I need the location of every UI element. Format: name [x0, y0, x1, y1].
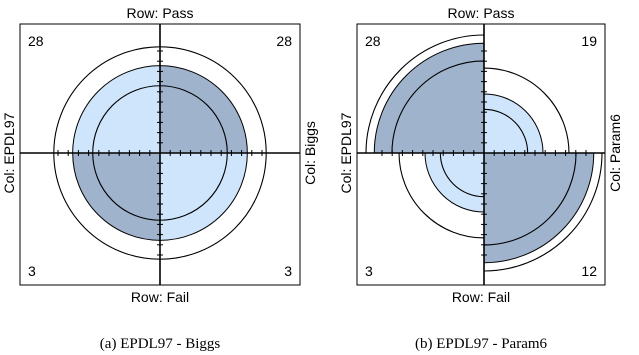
row-bottom-label: Row: Fail [131, 289, 189, 305]
col-right-label: Col: Param6 [607, 114, 623, 192]
cell-count-bottom-left: 3 [365, 263, 373, 279]
cell-count-top-right: 28 [276, 33, 292, 49]
cell-count-top-left: 28 [365, 33, 381, 49]
confidence-ring-bottom-right-1 [159, 152, 228, 221]
cell-count-bottom-right: 3 [284, 263, 292, 279]
confidence-ring-top-right-0 [483, 67, 570, 154]
sector-top-right [483, 93, 544, 154]
cell-count-top-right: 19 [581, 33, 597, 49]
confidence-ring-bottom-left-0 [398, 152, 485, 239]
confidence-ring-top-left-0 [53, 46, 161, 154]
panel-caption: (a) EPDL97 - Biggs [100, 336, 221, 352]
col-left-label: Col: EPDL97 [1, 112, 17, 193]
row-bottom-label: Row: Fail [452, 289, 510, 305]
confidence-ring-top-right-0 [159, 46, 267, 154]
confidence-ring-bottom-right-0 [483, 152, 603, 272]
confidence-ring-bottom-left-0 [53, 152, 161, 260]
confidence-ring-top-right-1 [159, 85, 228, 154]
cell-count-bottom-left: 3 [28, 263, 36, 279]
confidence-ring-top-left-1 [391, 60, 485, 154]
sector-top-left [373, 42, 485, 154]
row-top-label: Row: Pass [127, 5, 194, 21]
row-top-label: Row: Pass [448, 5, 515, 21]
confidence-ring-bottom-right-0 [159, 152, 267, 260]
sector-top-left [72, 65, 161, 154]
confidence-ring-bottom-right-1 [483, 152, 577, 246]
cell-count-bottom-right: 12 [581, 263, 597, 279]
panel-caption: (b) EPDL97 - Param6 [415, 336, 548, 352]
fourfold-panel-a: 28 28 3 3 Row: Pass Row: Fail Col: EPDL97 Col: … [1, 5, 318, 352]
sector-bottom-right [483, 152, 595, 264]
col-left-label: Col: EPDL97 [338, 112, 354, 193]
cell-count-top-left: 28 [28, 33, 44, 49]
sector-top-right [159, 65, 248, 154]
sector-bottom-right [159, 152, 248, 241]
col-right-label: Col: Biggs [302, 121, 318, 185]
confidence-ring-top-right-1 [483, 108, 529, 154]
sector-bottom-left [72, 152, 161, 241]
fourfold-panel-b: 28 19 3 12 Row: Pass Row: Fail Col: EPDL97 Col:… [338, 5, 623, 352]
confidence-ring-bottom-left-1 [92, 152, 161, 221]
sector-bottom-left [424, 152, 485, 213]
confidence-ring-top-left-1 [92, 85, 161, 154]
confidence-ring-bottom-left-1 [439, 152, 485, 198]
plot-frame [356, 23, 606, 286]
confidence-ring-top-left-0 [365, 34, 485, 154]
